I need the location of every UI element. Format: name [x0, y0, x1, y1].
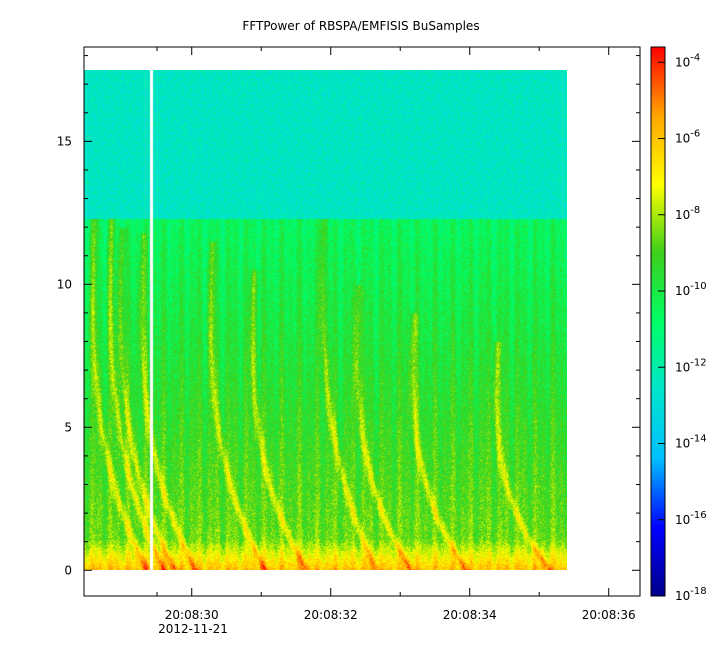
- x-axis: 20:08:30 20:08:32 20:08:34 20:08:36: [156, 47, 636, 622]
- y-tick-label: 5: [64, 420, 72, 434]
- y-axis: 0 5 10 15: [57, 55, 640, 577]
- y-tick-label: 0: [64, 563, 72, 577]
- colorbar-gradient: [650, 46, 666, 597]
- colorbar-tick-label: 10-6: [675, 129, 700, 146]
- colorbar-tick-label: 10-12: [675, 357, 707, 374]
- colorbar-tick-label: 10-8: [675, 205, 700, 222]
- spectrogram-image: [84, 70, 567, 570]
- x-date-label: 2012-11-21: [158, 622, 228, 636]
- y-tick-label: 15: [57, 134, 72, 148]
- colorbar-ticks: 10-18 10-16 10-14 10-12 10-10 10-8 10-6 10-4: [658, 52, 707, 603]
- x-tick-label: 20:08:32: [304, 608, 358, 622]
- x-tick-label: 20:08:34: [443, 608, 497, 622]
- colorbar: 10-18 10-16 10-14 10-12 10-10 10-8 10-6 10-4: [650, 46, 707, 603]
- x-tick-label: 20:08:30: [165, 608, 219, 622]
- colorbar-tick-label: 10-18: [675, 586, 707, 603]
- chart-title: FFTPower of RBSPA/EMFISIS BuSamples: [242, 19, 479, 33]
- plot-border: [83, 46, 641, 597]
- spectrogram-plot-area: 20:08:30 20:08:32 20:08:34 20:08:36 051015 …: [57, 46, 641, 636]
- colorbar-tick-label: 10-10: [675, 281, 707, 298]
- colorbar-tick-label: 10-4: [675, 52, 700, 69]
- y-tick-label: 10: [57, 277, 72, 291]
- x-tick-label: 20:08:36: [582, 608, 636, 622]
- colorbar-tick-label: 10-16: [675, 510, 707, 527]
- colorbar-tick-label: 10-14: [675, 434, 707, 451]
